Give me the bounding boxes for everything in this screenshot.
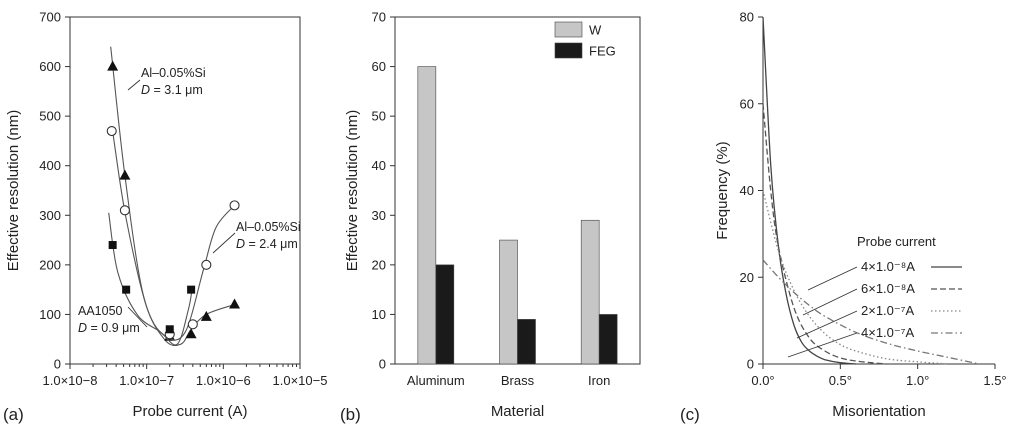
triangle-marker — [229, 298, 241, 309]
x-tick-label: 0.0° — [751, 373, 774, 388]
legend-entry: 4×1.0⁻⁸A — [861, 259, 915, 274]
series-curve — [112, 130, 235, 341]
panel-b-chart: 0 10 20 30 40 50 60 70 Aluminum Brass Iron W FEG Mate… — [344, 10, 641, 420]
circle-marker — [201, 259, 212, 270]
square-marker — [187, 285, 196, 294]
x-axis-label: Probe current (A) — [132, 403, 247, 420]
panel-a-label: (a) — [3, 405, 24, 424]
y-tick-label: 60 — [372, 59, 386, 74]
triangle-marker — [200, 310, 212, 321]
series-line-dashed — [762, 103, 887, 365]
x-tick-label: 1.0×10−7 — [119, 373, 174, 388]
series-annotation-diameter: D = 3.1 μm — [141, 83, 203, 97]
series-annotation-diameter: D = 0.9 μm — [78, 321, 140, 335]
circle-marker — [106, 125, 117, 137]
legend-swatch — [554, 21, 583, 38]
legend-entry: FEG — [589, 44, 616, 59]
plot-frame — [69, 16, 301, 365]
legend-entry: 2×1.0⁻⁷A — [861, 303, 914, 318]
circle-marker — [119, 205, 130, 216]
y-tick-label: 10 — [372, 307, 386, 322]
category-label: Aluminum — [407, 373, 465, 388]
y-tick-label: 500 — [39, 109, 61, 124]
bar-feg — [517, 319, 536, 365]
y-axis-label: Effective resolution (nm) — [5, 110, 22, 271]
y-tick-label: 80 — [740, 10, 754, 25]
y-tick-label: 0 — [379, 357, 386, 372]
legend-title: Probe current — [857, 234, 936, 249]
x-tick-label: 1.0×10−5 — [273, 373, 328, 388]
y-tick-label: 50 — [372, 109, 386, 124]
bar-w — [499, 239, 518, 365]
bar-feg — [435, 264, 455, 365]
y-tick-label: 600 — [39, 59, 61, 74]
legend-leader — [787, 332, 858, 358]
y-tick-label: 40 — [372, 158, 386, 173]
series-annotation-material: Al–0.05%Si — [236, 220, 301, 234]
panel-c-label: (c) — [680, 405, 700, 424]
legend-leader — [796, 310, 858, 339]
bar-feg — [598, 314, 618, 365]
category-label: Iron — [588, 373, 610, 388]
bar-w — [417, 66, 437, 365]
square-marker — [165, 325, 174, 334]
y-axis-label: Frequency (%) — [714, 141, 731, 239]
y-tick-label: 0 — [747, 357, 754, 372]
circle-marker — [187, 319, 198, 330]
y-tick-label: 400 — [39, 158, 61, 173]
y-tick-label: 30 — [372, 208, 386, 223]
annotation-leader — [127, 79, 141, 91]
y-tick-label: 300 — [39, 208, 61, 223]
y-tick-label: 70 — [372, 10, 386, 25]
annotation-leader — [127, 306, 148, 328]
panel-b-label: (b) — [340, 405, 361, 424]
circle-marker — [229, 200, 240, 211]
square-marker — [122, 285, 131, 294]
y-tick-label: 20 — [740, 270, 754, 285]
series-annotation-diameter: D = 2.4 μm — [236, 237, 298, 251]
y-axis-label: Effective resolution (nm) — [344, 110, 361, 271]
y-tick-label: 700 — [39, 10, 61, 25]
y-tick-label: 40 — [740, 183, 754, 198]
x-tick-label: 0.5° — [829, 373, 852, 388]
x-tick-label: 1.0×10−6 — [196, 373, 251, 388]
series-line-dotted — [762, 190, 949, 365]
triangle-marker — [185, 328, 197, 339]
legend-entry: W — [589, 23, 602, 38]
y-tick-label: 200 — [39, 257, 61, 272]
series-curve — [108, 212, 193, 346]
bar-w — [580, 219, 600, 365]
panel-c-chart: 0 20 40 60 80 0.0° 0.5° 1.0° 1.5° Probe current 4×… — [714, 10, 1007, 421]
series-line-dashdot — [762, 259, 980, 365]
y-tick-label: 0 — [54, 357, 61, 372]
y-tick-label: 20 — [372, 257, 386, 272]
category-label: Brass — [501, 373, 535, 388]
legend-entry: 4×1.0⁻⁷A — [861, 325, 914, 340]
annotation-leader — [212, 232, 236, 254]
legend-leader — [802, 288, 858, 316]
x-axis-label: Material — [491, 403, 544, 420]
y-tick-label: 60 — [740, 96, 754, 111]
panel-a-chart: 0 100 200 300 400 500 600 700 1.0×10−8 1.0×10−7 1.… — [5, 10, 327, 421]
x-tick-label: 1.5° — [983, 373, 1006, 388]
triangle-marker — [107, 60, 119, 71]
square-marker — [108, 241, 117, 250]
series-line-solid — [762, 16, 856, 365]
legend-entry: 6×1.0⁻⁸A — [861, 281, 915, 296]
triangle-marker — [119, 169, 131, 180]
x-axis-label: Misorientation — [832, 403, 925, 420]
x-tick-label: 1.0×10−8 — [43, 373, 98, 388]
legend-leader — [807, 266, 858, 291]
series-annotation-material: AA1050 — [78, 304, 123, 318]
series-annotation-material: Al–0.05%Si — [141, 66, 206, 80]
legend-swatch — [554, 42, 583, 59]
y-tick-label: 100 — [39, 307, 61, 322]
x-tick-label: 1.0° — [906, 373, 929, 388]
